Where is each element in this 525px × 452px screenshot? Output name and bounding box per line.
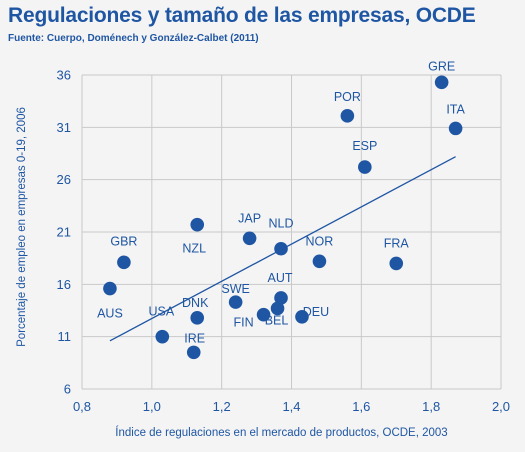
x-tick-label: 0,8: [73, 399, 91, 414]
y-tick-label: 6: [64, 382, 71, 397]
grid-layer: [81, 74, 502, 390]
point-label-aut: AUT: [268, 271, 293, 285]
point-label-usa: USA: [148, 305, 174, 319]
point-label-jap: JAP: [238, 211, 261, 225]
point-label-fin: FIN: [233, 316, 253, 330]
data-point-dnk: [190, 311, 205, 325]
y-tick-label: 26: [57, 172, 71, 187]
point-label-nor: NOR: [306, 234, 334, 248]
data-point-bel: [270, 301, 285, 316]
data-point-ita: [448, 121, 463, 136]
data-point-fin: [256, 307, 271, 322]
data-points: [103, 75, 463, 360]
data-point-deu: [295, 309, 309, 324]
y-tick-label: 16: [57, 277, 71, 292]
y-tick-label: 21: [57, 225, 71, 240]
data-point-fra: [389, 256, 404, 271]
point-label-esp: ESP: [352, 139, 377, 153]
y-tick-label: 36: [57, 68, 71, 83]
data-point-por: [340, 109, 355, 123]
data-point-aus: [103, 281, 117, 296]
data-point-ire: [186, 345, 201, 360]
point-label-ita: ITA: [446, 102, 465, 116]
y-tick-label: 31: [57, 120, 71, 135]
point-labels: GRE POR ITA ESP NZL JAP NLD NOR FRA GBR AUS AUT SWE D…: [97, 59, 465, 345]
point-label-swe: SWE: [221, 282, 249, 296]
data-point-usa: [155, 329, 170, 344]
data-point-esp: [358, 160, 372, 174]
x-axis-label: Índice de regulaciones en el mercado de …: [115, 426, 447, 439]
chart-title: Regulaciones y tamaño de las empresas, O…: [8, 4, 476, 27]
y-tick-label: 11: [58, 329, 72, 344]
x-tick-label: 1,4: [282, 399, 300, 414]
point-label-gbr: GBR: [110, 234, 137, 248]
point-label-bel: BEL: [265, 313, 289, 327]
data-point-nor: [312, 254, 327, 269]
point-label-dnk: DNK: [182, 296, 209, 310]
y-axis-label: Porcentaje de empleo en empresas 0-19, 2…: [16, 107, 28, 347]
x-tick-label: 1,8: [422, 399, 440, 414]
point-label-deu: DEU: [303, 305, 329, 319]
x-tick-label: 1,6: [352, 399, 370, 414]
data-point-jap: [242, 231, 257, 246]
data-point-swe: [228, 295, 243, 309]
data-point-aut: [274, 291, 288, 305]
tick-labels: 6 11 16 21 26 31 36 0,8 1,0 1,2 1,4 1,6 1,8 2,0: [57, 68, 511, 415]
data-point-gre: [434, 75, 449, 90]
point-label-ire: IRE: [184, 331, 205, 345]
data-point-nld: [274, 241, 288, 256]
point-label-aus: AUS: [97, 307, 123, 321]
point-label-por: POR: [334, 90, 361, 104]
point-label-fra: FRA: [384, 236, 410, 250]
x-tick-label: 1,0: [143, 399, 161, 414]
point-label-nld: NLD: [269, 217, 294, 231]
x-tick-label: 1,2: [213, 399, 231, 414]
point-label-gre: GRE: [428, 59, 455, 73]
x-tick-label: 2,0: [492, 399, 510, 414]
point-label-nzl: NZL: [182, 242, 206, 256]
chart-subtitle: Fuente: Cuerpo, Doménech y González-Calb…: [8, 33, 259, 44]
data-point-gbr: [117, 255, 131, 270]
data-point-nzl: [190, 217, 205, 232]
